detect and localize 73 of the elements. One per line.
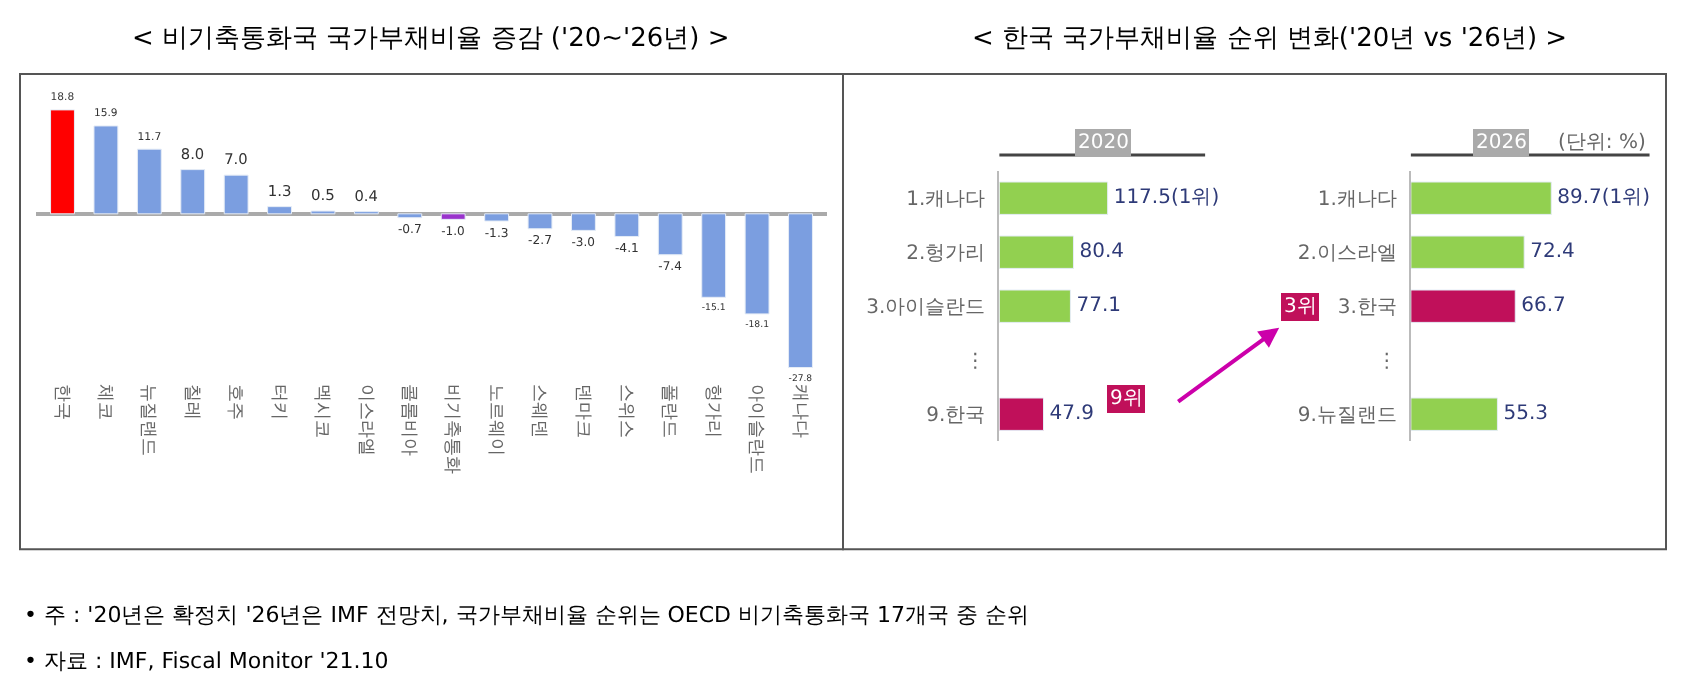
x-tick-label: 호주 <box>224 383 245 420</box>
bar <box>180 169 206 215</box>
x-tick-label: 이스라엘 <box>354 383 375 456</box>
x-tick-label: 덴마크 <box>571 383 592 438</box>
x-tick-label: 헝가리 <box>701 383 722 438</box>
data-label: 0.5 <box>311 186 336 205</box>
bar <box>999 397 1045 431</box>
bar <box>1410 235 1525 269</box>
bar <box>1410 289 1516 323</box>
text: • 자료 : IMF, Fiscal Monitor '21.10 <box>24 648 389 674</box>
data-label: 1.3 <box>267 181 292 200</box>
chart-subtitle: 2026 <box>1476 132 1527 154</box>
bar <box>484 213 510 222</box>
x-tick-label: 한국 <box>50 383 71 420</box>
data-label: 77.1 <box>1076 295 1121 318</box>
bar <box>223 174 249 215</box>
data-label: 80.4 <box>1079 241 1124 264</box>
bar <box>267 206 292 215</box>
bar <box>999 235 1074 269</box>
y-tick-label: 3.아이슬란드 <box>866 297 986 320</box>
bar <box>701 213 727 298</box>
y-tick-label: 9.한국 <box>926 405 986 428</box>
data-label: 66.7 <box>1521 295 1566 318</box>
y-tick-label: 1.캐나다 <box>906 189 986 212</box>
x-tick-label: 스위스 <box>614 383 635 438</box>
x-tick-label: 노르웨이 <box>484 383 505 456</box>
x-tick-label: 아이슬란드 <box>745 383 766 474</box>
bar <box>614 213 640 237</box>
x-tick-label: 칠레 <box>180 383 201 420</box>
bar <box>440 213 466 220</box>
text: 9위 <box>1110 388 1143 410</box>
x-tick-label: 폴란드 <box>658 383 679 438</box>
data-label: 0.4 <box>354 186 379 205</box>
bar <box>1410 181 1552 215</box>
x-tick-label: 비기축통화 <box>441 383 462 474</box>
x-tick-label: 뉴질랜드 <box>137 383 158 456</box>
text: 3위 <box>1284 296 1317 318</box>
x-tick-label: 터키 <box>267 383 288 420</box>
data-label: 117.5(1위) <box>1113 187 1220 210</box>
bar <box>571 213 596 231</box>
bar <box>788 213 813 368</box>
bar <box>999 289 1071 323</box>
text: (단위: %) <box>1558 132 1646 154</box>
y-tick-label: 2.헝가리 <box>906 243 986 266</box>
x-tick-label: 멕시코 <box>311 383 332 438</box>
chart-title: < 비기축통화국 국가부채비율 증감 ('20~'26년) > <box>132 24 730 54</box>
data-label: 8.0 <box>180 144 205 163</box>
y-tick-label: 3.한국 <box>1337 297 1397 320</box>
text: • 주 : '20년은 확정치 '26년은 IMF 전망치, 국가부채비율 순위는 OECD 비기축통화국 17개국 중 순위 <box>24 602 1030 628</box>
x-tick-label: 캐나다 <box>788 383 809 438</box>
bar <box>657 213 683 256</box>
bar <box>93 125 119 215</box>
x-tick-label: 체코 <box>94 383 115 420</box>
bar <box>999 181 1109 215</box>
chart-subtitle: 2020 <box>1078 132 1129 154</box>
y-tick-label: ⋮ <box>1376 351 1397 374</box>
y-tick-label: 9.뉴질랜드 <box>1297 405 1397 428</box>
bar <box>1410 397 1498 431</box>
data-label: 7.0 <box>224 150 249 169</box>
bar <box>50 109 75 215</box>
data-label: 47.9 <box>1049 403 1095 426</box>
x-tick-label: 콜롬비아 <box>397 383 418 456</box>
x-tick-label: 스웨덴 <box>528 383 549 438</box>
data-label: 89.7(1위) <box>1557 187 1651 210</box>
bar <box>136 148 162 215</box>
text: < 한국 국가부채비율 순위 변화('20년 vs '26년) > <box>972 24 1568 54</box>
y-tick-label: 1.캐나다 <box>1317 189 1397 212</box>
y-tick-label: 2.이스라엘 <box>1297 243 1397 266</box>
data-label: 55.3 <box>1503 403 1548 426</box>
y-tick-label: ⋮ <box>965 351 986 374</box>
bar <box>744 213 770 315</box>
data-label: 72.4 <box>1530 241 1575 264</box>
bar <box>527 213 553 230</box>
